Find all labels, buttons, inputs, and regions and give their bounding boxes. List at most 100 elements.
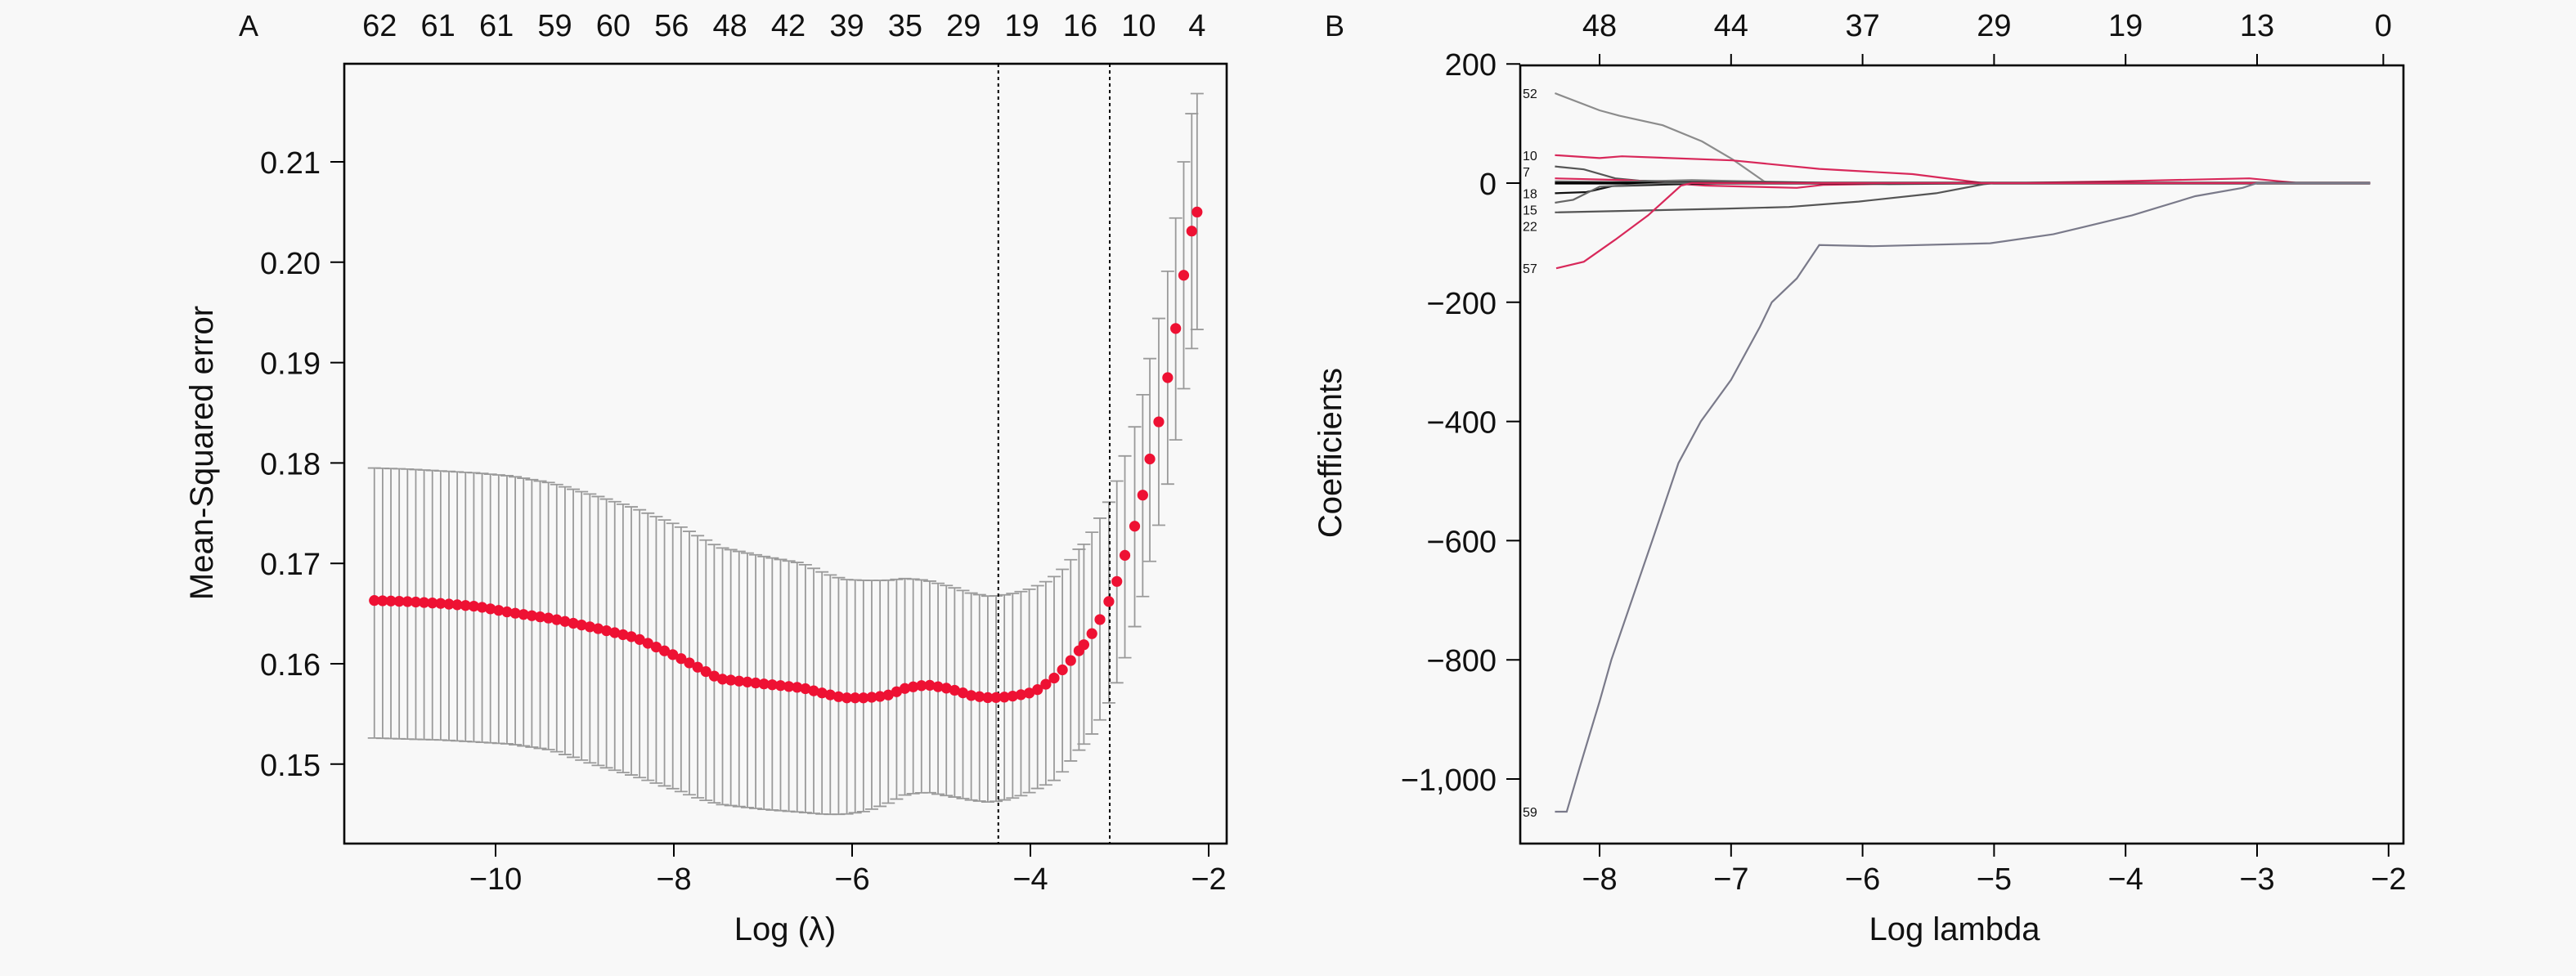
top-count-label: 10 bbox=[1121, 9, 1156, 43]
mse-point bbox=[377, 595, 388, 607]
mse-point bbox=[1078, 639, 1089, 651]
x-tick-label: −3 bbox=[2239, 862, 2274, 897]
mse-point bbox=[1119, 549, 1131, 561]
mse-point bbox=[443, 598, 455, 610]
top-count-label: 39 bbox=[829, 9, 864, 43]
top-count-label: 16 bbox=[1063, 9, 1097, 43]
mse-point bbox=[584, 621, 595, 633]
mse-point bbox=[700, 666, 711, 678]
mse-point bbox=[1192, 206, 1203, 217]
mse-point bbox=[750, 677, 761, 689]
mse-point bbox=[1065, 655, 1076, 666]
y-tick-label: 0.18 bbox=[260, 447, 321, 481]
top-count-label: 0 bbox=[2375, 9, 2392, 43]
mse-point bbox=[692, 661, 703, 673]
y-tick-label: −1,000 bbox=[1401, 763, 1497, 798]
mse-point bbox=[783, 681, 795, 692]
mse-point bbox=[1178, 270, 1190, 281]
coefficient-paths bbox=[1555, 92, 2371, 813]
top-count-label: 29 bbox=[1977, 9, 2011, 43]
y-tick-label: −600 bbox=[1426, 525, 1497, 559]
mse-point bbox=[1015, 689, 1027, 701]
mse-point bbox=[866, 692, 877, 703]
mse-point bbox=[418, 597, 430, 608]
top-count-label: 60 bbox=[596, 9, 631, 43]
mse-point bbox=[725, 674, 737, 686]
mse-point bbox=[592, 623, 604, 634]
x-tick-label: −8 bbox=[656, 862, 691, 897]
mse-point bbox=[460, 600, 471, 611]
mse-point bbox=[841, 692, 853, 704]
mse-point bbox=[1086, 628, 1097, 639]
x-tick-label: −6 bbox=[1845, 862, 1880, 897]
mse-point bbox=[708, 670, 720, 682]
mse-point bbox=[509, 607, 521, 619]
mse-point bbox=[684, 657, 695, 669]
coefficient-path-10 bbox=[1555, 154, 2371, 185]
x-tick-label: −4 bbox=[2108, 862, 2143, 897]
mse-point bbox=[1103, 596, 1115, 607]
coefficient-label: 7 bbox=[1523, 166, 1530, 180]
panel-a: A −10 −8 −6 −4 −2 0.15 0.16 0.17 0.18 0.19 0.20 0.2… bbox=[184, 9, 1228, 947]
mse-point bbox=[393, 595, 405, 607]
top-count-label: 48 bbox=[1582, 9, 1617, 43]
mse-point bbox=[435, 598, 447, 609]
y-tick-label: −200 bbox=[1426, 287, 1497, 321]
coefficient-path-22 bbox=[1555, 181, 2371, 213]
coefficient-label: 57 bbox=[1523, 262, 1537, 276]
mse-point bbox=[716, 674, 729, 685]
x-tick-label: −7 bbox=[1713, 862, 1748, 897]
mse-point bbox=[1129, 521, 1141, 532]
top-count-label: 61 bbox=[421, 9, 456, 43]
x-tick-label: −10 bbox=[469, 862, 522, 897]
mse-point bbox=[1162, 372, 1174, 383]
top-count-label: 42 bbox=[771, 9, 806, 43]
mse-point bbox=[1048, 672, 1060, 684]
mse-point bbox=[1111, 575, 1123, 587]
mse-point bbox=[1040, 678, 1052, 690]
mse-point bbox=[600, 625, 613, 637]
top-count-label: 56 bbox=[654, 9, 689, 43]
mse-point bbox=[658, 645, 671, 656]
mse-point bbox=[758, 678, 770, 690]
x-tick-label: −2 bbox=[2371, 862, 2406, 897]
mse-point bbox=[617, 629, 629, 641]
mse-point bbox=[1170, 323, 1182, 334]
mse-point bbox=[949, 684, 960, 696]
y-tick-label: 0.17 bbox=[260, 548, 321, 582]
mse-point bbox=[908, 681, 919, 692]
mse-point bbox=[734, 675, 745, 687]
top-count-label: 4 bbox=[1188, 9, 1205, 43]
mse-point bbox=[940, 683, 952, 694]
mse-point bbox=[766, 679, 778, 691]
mse-point bbox=[882, 689, 894, 701]
mse-point bbox=[551, 614, 563, 625]
panel-a-xlabel: Log (λ) bbox=[734, 911, 837, 947]
mse-point bbox=[534, 611, 546, 623]
panel-b-label: B bbox=[1325, 9, 1344, 43]
y-tick-label: 0 bbox=[1479, 168, 1497, 202]
mse-point bbox=[1057, 664, 1068, 676]
top-count-label: 35 bbox=[888, 9, 922, 43]
y-tick-label: 200 bbox=[1445, 48, 1497, 83]
panel-a-axes: −10 −8 −6 −4 −2 0.15 0.16 0.17 0.18 0.19 0.20 0.21 6… bbox=[260, 9, 1227, 897]
mse-point bbox=[974, 691, 985, 702]
mse-point bbox=[518, 609, 529, 620]
top-count-label: 59 bbox=[537, 9, 572, 43]
mse-point bbox=[742, 676, 753, 687]
mse-point bbox=[832, 691, 845, 702]
top-count-label: 37 bbox=[1845, 9, 1879, 43]
mse-point bbox=[385, 595, 397, 607]
mse-point bbox=[774, 680, 787, 692]
y-tick-label: −800 bbox=[1426, 644, 1497, 678]
mse-point bbox=[808, 685, 819, 696]
mse-point bbox=[451, 599, 463, 611]
mse-point bbox=[957, 687, 969, 699]
mse-point bbox=[850, 692, 861, 704]
x-tick-label: −8 bbox=[1582, 862, 1617, 897]
y-tick-label: 0.21 bbox=[260, 146, 321, 181]
mse-point bbox=[1094, 614, 1106, 625]
mse-point bbox=[526, 610, 537, 621]
coefficient-label: 10 bbox=[1523, 150, 1537, 163]
coefficient-label: 22 bbox=[1523, 220, 1537, 234]
